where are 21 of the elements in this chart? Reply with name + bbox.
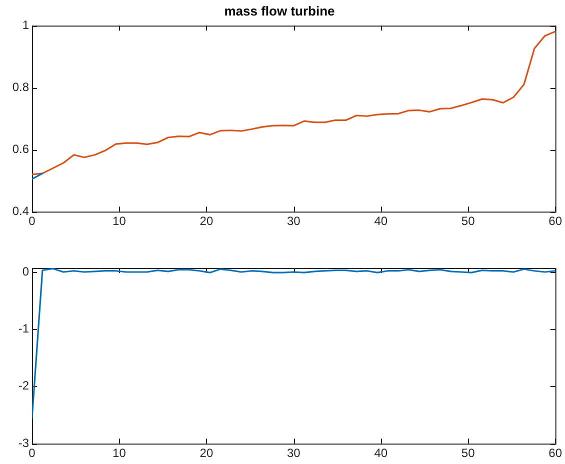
x-tick-label: 30	[286, 446, 301, 460]
y-tick-label: 1	[22, 18, 30, 32]
x-tick-label: 10	[112, 214, 126, 228]
x-tick-label: 60	[548, 214, 562, 228]
x-tick-label: 60	[548, 446, 562, 460]
x-tick-label: 30	[286, 214, 301, 228]
y-tick-label: -2	[18, 378, 30, 393]
y-tick-label: -3	[18, 436, 30, 450]
x-tick-label: 40	[374, 214, 388, 228]
y-tick-label: -1	[18, 322, 30, 336]
y-tick-label: 0.4	[12, 204, 30, 218]
x-tick-label: 50	[461, 446, 476, 460]
x-tick-label: 20	[200, 214, 214, 228]
x-tick-label: 50	[461, 214, 476, 228]
y-tick-label: 0	[22, 264, 30, 278]
chart-title: mass flow turbine	[224, 3, 335, 18]
x-tick-label: 40	[374, 446, 388, 460]
x-tick-label: 20	[200, 446, 214, 460]
x-tick-label: 10	[112, 446, 126, 460]
y-tick-label: 0.6	[12, 142, 30, 156]
y-tick-label: 0.8	[12, 80, 30, 94]
